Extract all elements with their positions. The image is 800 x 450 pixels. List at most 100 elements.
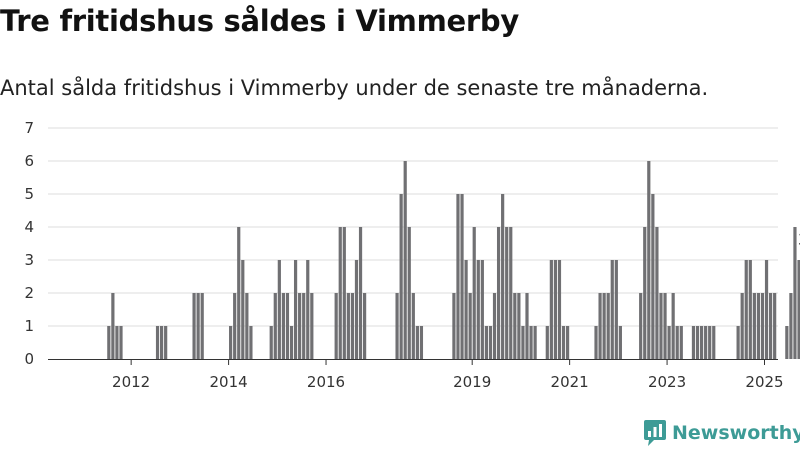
x-tick-label: 2019 [453, 373, 491, 391]
bar [769, 293, 773, 359]
bar [509, 227, 513, 359]
bar [525, 293, 529, 359]
bar [561, 326, 566, 359]
bar [411, 293, 415, 359]
bar [671, 293, 675, 359]
bar [513, 293, 517, 359]
x-tick-label: 2025 [745, 373, 783, 391]
bar [553, 260, 558, 359]
bar [285, 293, 290, 359]
bar [708, 326, 712, 359]
chart-title: Tre fritidshus såldes i Vimmerby [0, 4, 519, 38]
bar [505, 227, 509, 359]
bar [785, 326, 789, 359]
bar [797, 260, 800, 359]
bar [752, 293, 756, 359]
bar [472, 227, 476, 359]
y-tick-label: 4 [24, 218, 34, 236]
bar [115, 326, 119, 359]
bar [679, 326, 683, 359]
bar [464, 260, 468, 359]
bar [521, 326, 525, 359]
bar [663, 293, 667, 359]
bar [164, 326, 168, 359]
newsworthy-logo: Newsworthy [644, 420, 800, 446]
bar [557, 260, 562, 359]
bar [399, 194, 403, 359]
bar [501, 194, 505, 359]
bar [460, 194, 464, 359]
bar [249, 326, 253, 359]
bar [237, 227, 241, 359]
y-tick-label: 0 [24, 350, 34, 368]
bar [764, 260, 769, 359]
bar [488, 326, 493, 359]
bar [610, 260, 614, 359]
bar [647, 161, 651, 359]
bar [107, 326, 111, 359]
bar [529, 326, 533, 359]
bar [773, 293, 777, 359]
latest-value-label: 3 [798, 230, 800, 249]
bar [517, 293, 521, 359]
bar [293, 260, 298, 359]
bar [476, 260, 480, 359]
bars [107, 161, 800, 359]
bar [302, 293, 306, 359]
bar [277, 260, 281, 359]
x-tick-label: 2016 [307, 373, 345, 391]
bar [492, 293, 497, 359]
bar [675, 326, 679, 359]
bar [298, 293, 302, 359]
bar [533, 326, 537, 359]
bar [111, 293, 115, 359]
bar [655, 227, 659, 359]
bar [350, 293, 355, 359]
bar [233, 293, 237, 359]
newsworthy-logo-text: Newsworthy [672, 422, 800, 444]
bar [736, 326, 740, 359]
bar [273, 293, 277, 359]
x-tick-label: 2021 [551, 373, 589, 391]
bar [354, 260, 359, 359]
x-tick-label: 2014 [209, 373, 247, 391]
bar [760, 293, 765, 359]
bar [691, 326, 696, 359]
bar [415, 326, 419, 359]
bar [155, 326, 160, 359]
y-axis: 0 1 2 3 4 5 6 7 [24, 119, 34, 368]
bar [468, 293, 472, 359]
bar [119, 326, 123, 359]
bar [695, 326, 700, 359]
bar [289, 326, 294, 359]
bar [395, 293, 399, 359]
y-tick-label: 2 [24, 284, 34, 302]
bar [789, 293, 793, 359]
bar [748, 260, 752, 359]
bar [346, 293, 350, 359]
newsworthy-logo-icon [644, 420, 666, 446]
bar [229, 326, 233, 359]
chart-subtitle: Antal sålda fritidshus i Vimmerby under … [0, 76, 709, 100]
bar [407, 227, 411, 359]
bar [200, 293, 204, 359]
bar [614, 260, 618, 359]
bar [310, 293, 314, 359]
bar [403, 161, 407, 359]
bar [545, 326, 549, 359]
bar [480, 260, 484, 359]
bar [618, 326, 622, 359]
bar [740, 293, 744, 359]
y-tick-label: 7 [24, 119, 34, 137]
x-tick-label: 2023 [648, 373, 686, 391]
bar [566, 326, 570, 359]
bar [306, 260, 310, 359]
bar [598, 293, 602, 359]
bar [160, 326, 164, 359]
bar [245, 293, 249, 359]
bar [338, 227, 342, 359]
y-tick-label: 6 [24, 152, 34, 170]
bar [699, 326, 704, 359]
bar [793, 227, 797, 359]
